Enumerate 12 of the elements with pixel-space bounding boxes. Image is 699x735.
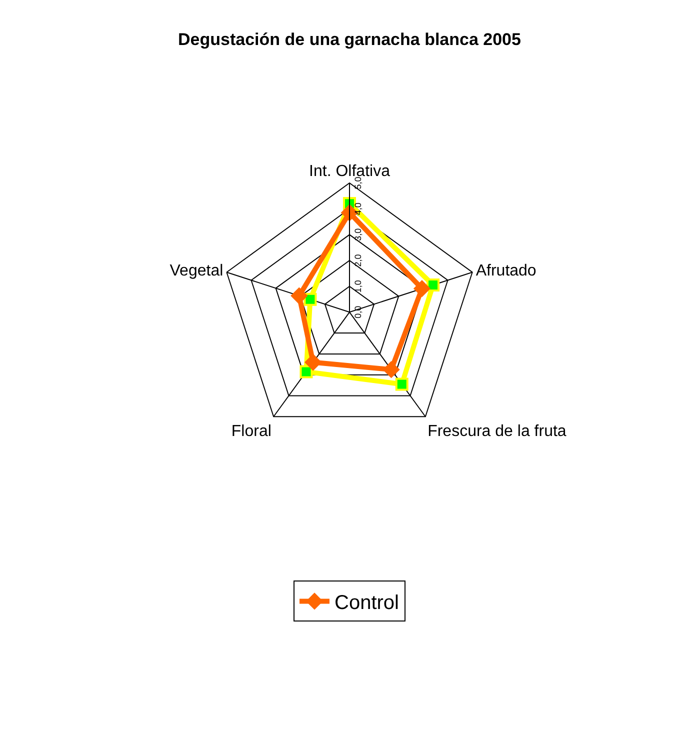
y-tick-label: 3,0 [352,228,363,241]
y-tick-label: 2,0 [352,254,363,267]
y-tick-label: 1,0 [352,280,363,293]
y-tick-label: 0,0 [352,306,363,318]
spoke-label: Vegetal [170,262,224,280]
y-tick-label: 4,0 [352,202,363,216]
legend-label: Control [334,592,399,614]
y-tick-label: 5,0 [352,176,363,190]
spoke-label: Afrutado [476,262,536,280]
chart-title: Degustación de una garnacha blanca 2005 [178,30,521,49]
spoke-label: Floral [231,422,272,440]
spoke-label: Frescura de la fruta [428,422,566,440]
